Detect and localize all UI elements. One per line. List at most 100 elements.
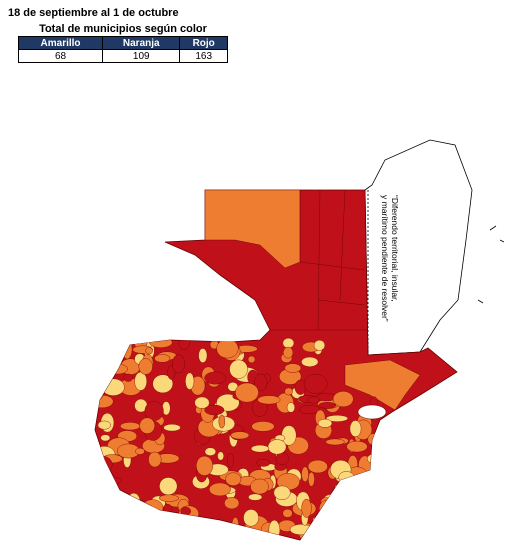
municipality	[218, 414, 226, 429]
municipality	[247, 355, 256, 364]
title: 18 de septiembre al 1 de octubre	[8, 7, 179, 19]
municipality	[243, 509, 259, 527]
municipality	[134, 371, 148, 391]
municipality	[341, 478, 358, 498]
municipality	[307, 396, 320, 404]
municipality	[224, 497, 240, 510]
municipality	[130, 511, 154, 519]
subtitle: Total de municipios según color	[39, 23, 207, 35]
municipality	[178, 336, 190, 351]
municipality	[346, 440, 368, 453]
municipality	[349, 420, 362, 438]
municipality	[344, 481, 361, 499]
municipality	[170, 526, 189, 540]
municipality	[102, 496, 112, 504]
municipality	[217, 451, 224, 461]
municipality	[332, 391, 354, 408]
municipality	[251, 421, 275, 432]
municipality	[95, 501, 110, 520]
municipality	[111, 509, 123, 528]
municipality	[299, 405, 320, 415]
cell: 68	[17, 49, 104, 63]
column-header: Amarillo	[17, 36, 104, 50]
municipality	[301, 498, 312, 518]
municipality	[127, 492, 141, 509]
annotation-line: “Diferendo territorial, insular,	[390, 195, 400, 302]
municipality	[229, 359, 248, 379]
municipality	[250, 478, 269, 495]
municipality	[230, 431, 250, 440]
municipality	[185, 372, 195, 390]
municipality	[110, 522, 124, 532]
column-header: Naranja	[102, 36, 181, 50]
municipality	[95, 380, 105, 401]
municipality	[100, 476, 122, 485]
municipality	[159, 477, 178, 496]
municipality	[161, 510, 168, 527]
municipality	[149, 336, 173, 348]
municipality	[163, 423, 181, 432]
municipality	[115, 496, 139, 507]
municipality	[142, 499, 164, 517]
cell: 163	[179, 49, 228, 63]
municipality	[368, 513, 382, 524]
municipality	[248, 493, 263, 501]
municipality	[190, 519, 213, 532]
table: Amarillo Naranja Rojo 68 109 163	[17, 36, 228, 63]
municipality	[95, 502, 100, 518]
municipality	[360, 482, 373, 491]
municipality	[95, 468, 107, 476]
municipality	[145, 347, 153, 355]
municipality	[356, 489, 377, 501]
municipality	[256, 459, 271, 467]
municipality	[95, 459, 105, 468]
municipality	[347, 490, 369, 503]
municipality	[318, 499, 337, 518]
municipality	[286, 402, 295, 413]
municipality	[307, 459, 328, 474]
annotation-line: y marítimo pendiente de resolver”	[380, 195, 390, 322]
municipality	[301, 356, 319, 367]
municipality	[122, 339, 133, 360]
municipality	[321, 511, 338, 520]
municipality	[283, 346, 294, 359]
municipality	[172, 354, 186, 374]
municipality	[254, 373, 268, 392]
municipality	[116, 509, 130, 530]
column-header: Rojo	[179, 36, 228, 50]
municipality	[144, 401, 164, 421]
municipality	[282, 337, 295, 349]
municipality	[101, 378, 125, 396]
municipality	[95, 340, 99, 349]
municipality	[216, 339, 239, 359]
cell: 109	[102, 49, 181, 63]
municipality	[284, 387, 293, 396]
municipality	[349, 515, 361, 535]
municipality	[225, 472, 242, 486]
municipality	[273, 485, 291, 500]
municipality	[194, 396, 210, 409]
municipality	[139, 417, 156, 434]
row: 68 109 163	[17, 49, 228, 63]
municipality	[100, 434, 111, 442]
municipality	[95, 358, 107, 368]
municipality	[313, 339, 326, 351]
municipality	[326, 414, 348, 422]
municipality	[171, 523, 181, 538]
municipality	[284, 363, 302, 373]
municipality	[198, 348, 208, 363]
municipality	[132, 534, 147, 540]
municipality	[250, 444, 270, 453]
municipality	[150, 529, 164, 539]
municipality	[289, 524, 313, 536]
islands	[477, 225, 505, 304]
municipality	[268, 519, 281, 540]
municipality	[317, 418, 333, 428]
annotation: “Diferendo territorial, insular, y marít…	[380, 195, 400, 322]
municipality	[343, 536, 364, 540]
header-row: Amarillo Naranja Rojo	[17, 36, 228, 50]
municipality	[301, 466, 309, 482]
municipality	[109, 491, 124, 505]
municipality	[231, 517, 240, 534]
